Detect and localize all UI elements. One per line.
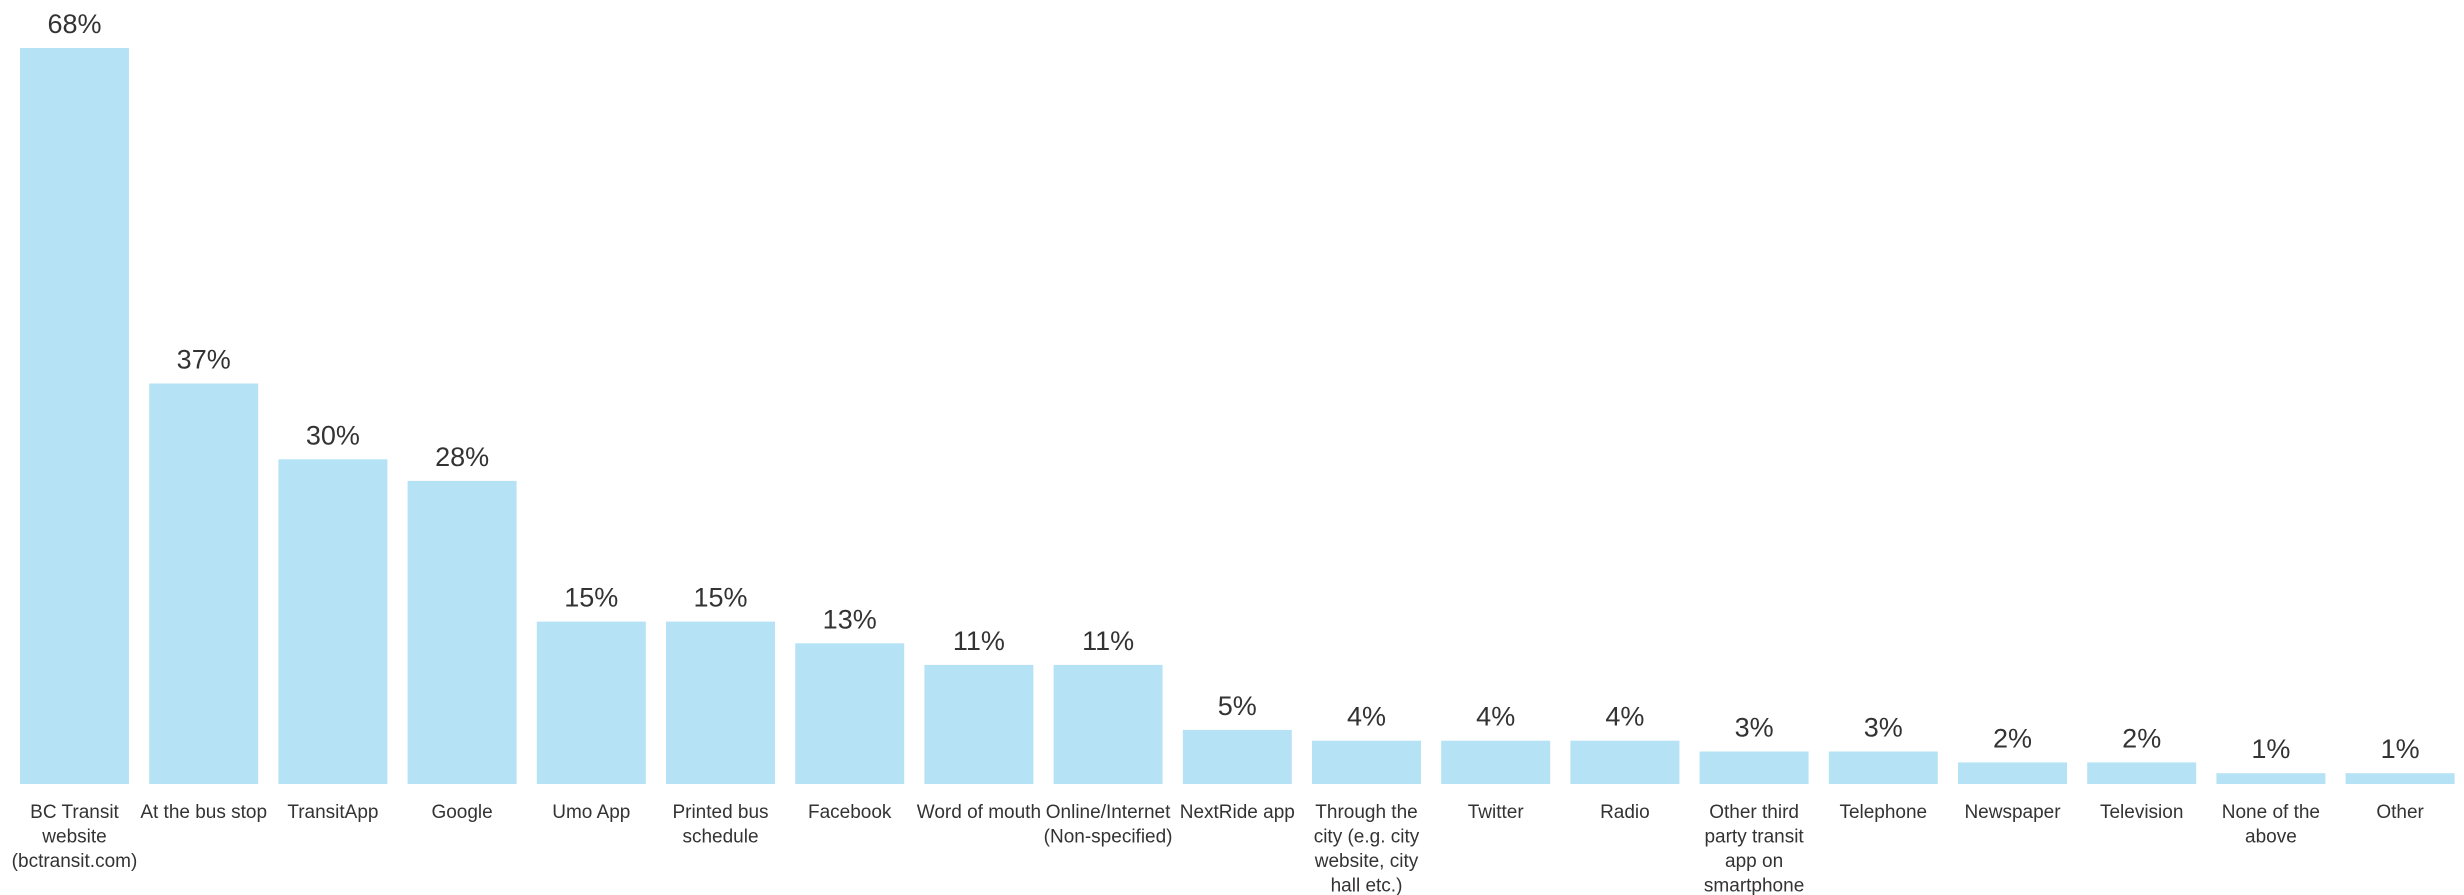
category-label-line: BC Transit	[30, 802, 119, 823]
bar	[1958, 762, 2067, 784]
bar	[2087, 762, 2197, 784]
bar-value-label: 68%	[47, 9, 101, 39]
category-label-line: Other third	[1709, 802, 1799, 823]
category-labels-group: BC Transit website (bctransit.com) At the b…	[12, 802, 2425, 895]
category-label: TransitApp	[287, 802, 378, 823]
category-label: Umo App	[552, 802, 630, 823]
bar-value-label: 2%	[1993, 723, 2032, 753]
bar	[2345, 773, 2455, 784]
category-label-line: above	[2245, 827, 2297, 848]
bar-value-label: 15%	[564, 583, 618, 613]
bar	[407, 480, 517, 784]
category-label-line: Radio	[1600, 802, 1650, 823]
bar-value-label: 5%	[1218, 691, 1257, 721]
category-label-line: Newspaper	[1964, 802, 2061, 823]
bar	[1053, 664, 1163, 784]
bar-value-label: 11%	[1082, 626, 1134, 656]
category-label-line: party transit	[1704, 827, 1804, 848]
category-label: BC Transit website (bctransit.com)	[12, 802, 138, 872]
category-label-line: smartphone	[1704, 876, 1804, 895]
category-label-line: Telephone	[1839, 802, 1927, 823]
category-label: Printed bus schedule	[672, 802, 768, 848]
category-label: Newspaper	[1964, 802, 2061, 823]
bar-value-label: 37%	[177, 345, 231, 375]
category-label-line: Twitter	[1468, 802, 1525, 823]
category-label: Through the city (e.g. city website, city h…	[1314, 802, 1420, 895]
category-label-line: city (e.g. city	[1314, 827, 1420, 848]
bar-value-label: 11%	[953, 626, 1005, 656]
category-label: Google	[431, 802, 492, 823]
category-label-line: website	[41, 827, 106, 848]
category-label-line: app on	[1725, 851, 1783, 872]
category-label-line: Other	[2376, 802, 2424, 823]
bar	[536, 621, 646, 784]
category-label: Television	[2100, 802, 2183, 823]
bars-group	[20, 48, 2455, 784]
category-label: NextRide app	[1180, 802, 1295, 823]
bar	[1699, 751, 1809, 784]
category-label-line: Television	[2100, 802, 2183, 823]
bar-value-label: 15%	[693, 583, 747, 613]
bar	[1312, 740, 1421, 784]
category-label-line: Online/Internet	[1046, 802, 1171, 823]
bar	[795, 643, 905, 784]
value-labels-group: 68% 37% 30% 28% 15% 15% 13% 11% 11% 5% 4% 4% 4% 3% 3% 2…	[47, 9, 2419, 764]
bar	[2216, 773, 2326, 784]
bar-value-label: 3%	[1735, 713, 1774, 743]
bar	[1828, 751, 1938, 784]
bar	[149, 383, 259, 784]
bar-value-label: 4%	[1605, 702, 1644, 732]
category-label-line: Facebook	[808, 802, 892, 823]
category-label-line: NextRide app	[1180, 802, 1295, 823]
bar-value-label: 30%	[306, 420, 360, 450]
bar-value-label: 13%	[823, 604, 877, 634]
category-label: Word of mouth	[917, 802, 1041, 823]
bar	[20, 48, 129, 784]
category-label: At the bus stop	[140, 802, 267, 823]
category-label-line: At the bus stop	[140, 802, 267, 823]
bar	[1441, 740, 1551, 784]
category-label-line: website, city	[1314, 851, 1419, 872]
category-label-line: Printed bus	[672, 802, 768, 823]
category-label: Other third party transit app on smartphone	[1704, 802, 1805, 895]
bar-value-label: 1%	[2381, 734, 2420, 764]
category-label-line: (bctransit.com)	[12, 851, 138, 872]
bar-value-label: 4%	[1347, 702, 1386, 732]
bar-value-label: 2%	[2122, 723, 2161, 753]
bar-value-label: 3%	[1864, 713, 1903, 743]
category-label-line: Through the	[1315, 802, 1417, 823]
category-label-line: None of the	[2222, 802, 2320, 823]
bar	[1570, 740, 1680, 784]
category-label-line: hall etc.)	[1331, 876, 1403, 895]
category-label: Facebook	[808, 802, 892, 823]
bar	[924, 664, 1034, 784]
category-label-line: (Non-specified)	[1044, 827, 1173, 848]
category-label: Radio	[1600, 802, 1650, 823]
category-label-line: TransitApp	[287, 802, 378, 823]
category-label-line: Word of mouth	[917, 802, 1041, 823]
category-label: Telephone	[1839, 802, 1927, 823]
bar-value-label: 28%	[435, 442, 489, 472]
category-label-line: schedule	[682, 827, 758, 848]
bar	[666, 621, 775, 784]
category-label: Twitter	[1468, 802, 1525, 823]
bar	[278, 459, 388, 784]
category-label: None of the above	[2222, 802, 2320, 848]
category-label: Other	[2376, 802, 2424, 823]
category-label-line: Umo App	[552, 802, 630, 823]
bar-value-label: 4%	[1476, 702, 1515, 732]
category-label-line: Google	[431, 802, 492, 823]
bar-value-label: 1%	[2251, 734, 2290, 764]
category-label: Online/Internet (Non-specified)	[1044, 802, 1173, 848]
bar	[1182, 729, 1292, 784]
